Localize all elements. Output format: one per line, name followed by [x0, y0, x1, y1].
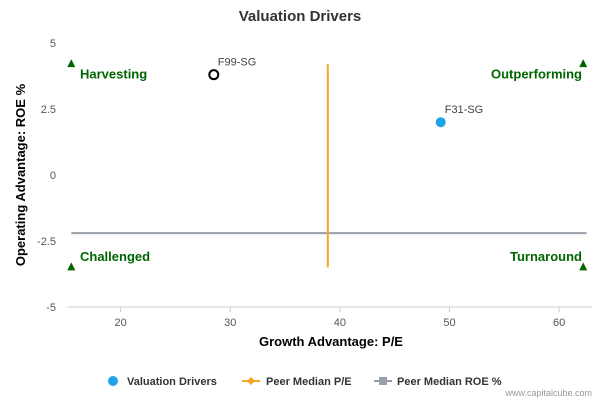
legend-label-valuation-drivers: Valuation Drivers: [127, 376, 217, 388]
data-point-f31-sg[interactable]: [435, 117, 446, 128]
x-tick-label: 20: [114, 317, 126, 329]
quadrant-label-harvesting: Harvesting: [80, 67, 147, 82]
x-tick-label: 50: [443, 317, 455, 329]
y-tick-label: 2.5: [41, 104, 56, 116]
data-label-f99-sg: F99-SG: [218, 57, 257, 69]
quadrant-marker-2: [67, 262, 76, 271]
x-tick-label: 40: [334, 317, 346, 329]
legend-marker-peer-median-roe: [379, 377, 387, 385]
y-tick-label: 5: [50, 38, 56, 50]
chart-title: Valuation Drivers: [239, 8, 362, 25]
quadrant-label-turnaround: Turnaround: [510, 249, 582, 264]
legend-label-peer-median-pe: Peer Median P/E: [266, 376, 352, 388]
x-tick-label: 30: [224, 317, 236, 329]
legend: Valuation Drivers Peer Median P/E Peer M…: [108, 376, 502, 388]
quadrant-label-challenged: Challenged: [80, 249, 150, 264]
y-axis-title: Operating Advantage: ROE %: [13, 83, 28, 266]
legend-item-peer-median-pe[interactable]: Peer Median P/E: [242, 376, 352, 388]
legend-marker-peer-median-pe: [247, 377, 255, 385]
y-tick-label: 0: [50, 170, 56, 182]
plot-area: [68, 306, 592, 312]
legend-label-peer-median-roe: Peer Median ROE %: [397, 376, 502, 388]
data-label-f31-sg: F31-SG: [445, 104, 484, 116]
data-point-f99-sg[interactable]: [208, 69, 220, 81]
quadrant-marker-0: [67, 59, 76, 68]
y-tick-label: -5: [46, 302, 56, 314]
legend-marker-valuation-drivers: [108, 376, 118, 386]
legend-item-valuation-drivers[interactable]: Valuation Drivers: [108, 376, 217, 388]
y-tick-label: -2.5: [37, 236, 56, 248]
quadrant-marker-3: [579, 262, 588, 271]
quadrant-marker-1: [579, 59, 588, 68]
legend-item-peer-median-roe[interactable]: Peer Median ROE %: [374, 376, 502, 388]
credit-text[interactable]: www.capitalcube.com: [504, 388, 592, 398]
quadrant-label-outperforming: Outperforming: [491, 67, 582, 82]
y-tick-labels: 5 2.5 0 -2.5 -5: [37, 38, 56, 314]
x-tick-labels: 20 30 40 50 60: [114, 317, 565, 329]
chart-marks: Harvesting Outperforming Challenged Turnaro…: [67, 57, 588, 271]
x-axis-title: Growth Advantage: P/E: [259, 334, 403, 349]
x-tick-label: 60: [553, 317, 565, 329]
